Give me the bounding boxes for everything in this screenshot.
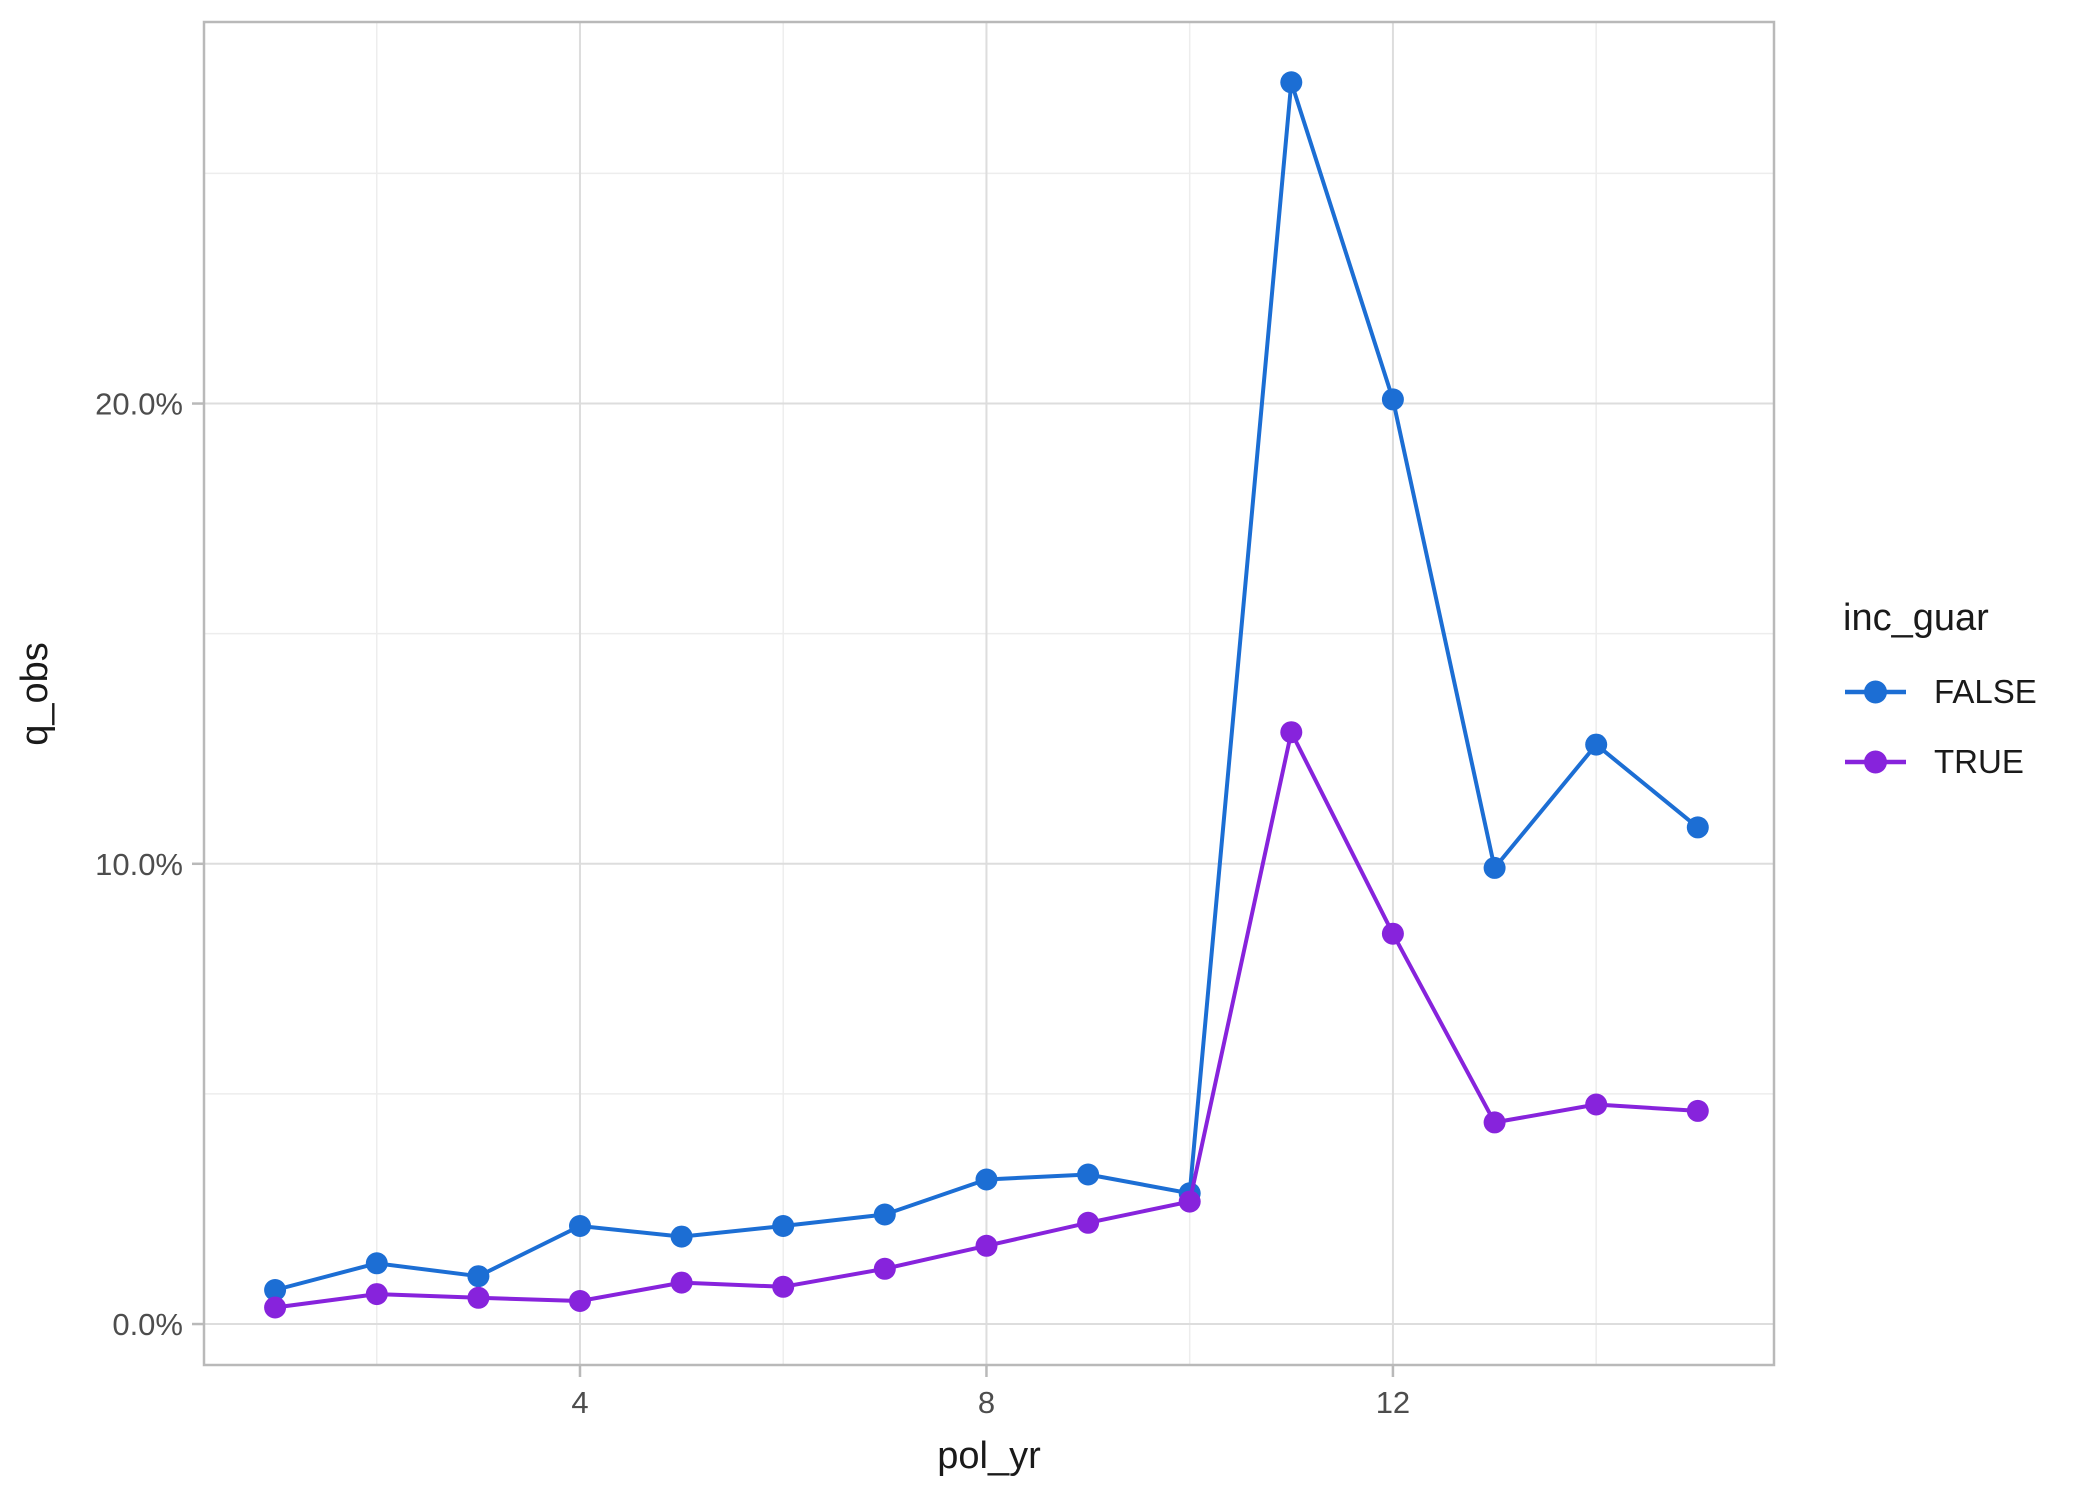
- data-point-false: [1381, 388, 1404, 411]
- data-point-true: [365, 1283, 388, 1306]
- legend: inc_guar FALSE TRUE: [1843, 597, 2037, 780]
- data-point-false: [772, 1215, 795, 1237]
- data-point-true: [1077, 1211, 1100, 1234]
- data-point-false: [975, 1168, 998, 1191]
- series-layer: [264, 71, 1709, 1319]
- y-tick-label: 0.0%: [112, 1307, 183, 1342]
- data-point-true: [1585, 1093, 1608, 1116]
- x-axis-title: pol_yr: [937, 1435, 1041, 1477]
- y-tick-label: 20.0%: [95, 387, 183, 422]
- legend-key-dot: [1864, 750, 1887, 774]
- y-axis-title: q_obs: [14, 642, 56, 746]
- data-point-false: [264, 1279, 287, 1301]
- legend-entry-label: FALSE: [1934, 673, 2037, 710]
- data-point-false: [1483, 856, 1506, 879]
- data-point-true: [569, 1290, 591, 1312]
- data-point-true: [1381, 922, 1404, 945]
- data-point-true: [467, 1286, 490, 1309]
- legend-entry-label: TRUE: [1934, 743, 2024, 780]
- data-point-true: [873, 1257, 896, 1280]
- data-point-false: [1077, 1163, 1100, 1186]
- x-tick-label: 4: [571, 1385, 588, 1420]
- legend-entry-true: TRUE: [1845, 743, 2024, 780]
- legend-entries: FALSE TRUE: [1845, 673, 2037, 780]
- data-point-false: [1585, 733, 1608, 756]
- data-point-false: [1280, 71, 1303, 94]
- data-point-false: [365, 1252, 388, 1275]
- legend-title: inc_guar: [1843, 597, 1989, 639]
- panel-border: [202, 20, 1776, 1367]
- x-tick-label: 12: [1376, 1385, 1410, 1420]
- data-point-true: [1483, 1111, 1506, 1134]
- plot-panel: [202, 20, 1776, 1367]
- data-point-false: [467, 1265, 490, 1288]
- panel-background: [204, 22, 1774, 1365]
- data-point-false: [569, 1215, 591, 1237]
- data-point-true: [264, 1296, 287, 1319]
- data-point-true: [1686, 1099, 1709, 1122]
- legend-entry-false: FALSE: [1845, 673, 2037, 710]
- x-tick-label: 8: [978, 1385, 995, 1420]
- y-tick-label: 10.0%: [95, 847, 183, 882]
- data-point-true: [772, 1275, 795, 1298]
- data-point-false: [873, 1203, 896, 1226]
- data-point-true: [670, 1271, 693, 1294]
- data-point-true: [975, 1234, 998, 1257]
- data-point-true: [1280, 721, 1303, 744]
- data-point-false: [670, 1225, 693, 1248]
- data-point-true: [1178, 1190, 1201, 1213]
- data-point-false: [1686, 816, 1709, 839]
- x-axis: 4 8 12: [571, 1365, 1410, 1420]
- legend-key-dot: [1864, 680, 1887, 704]
- y-axis: 0.0% 10.0% 20.0%: [95, 387, 204, 1342]
